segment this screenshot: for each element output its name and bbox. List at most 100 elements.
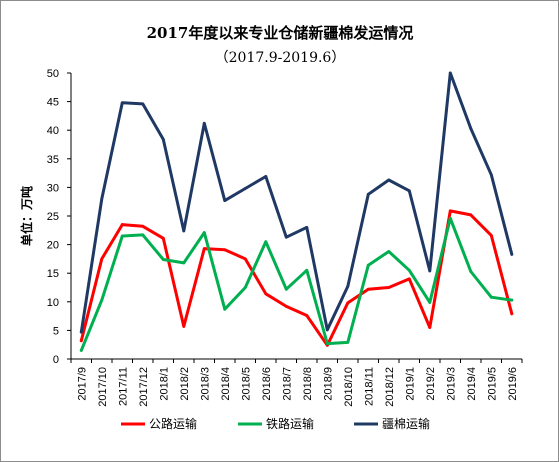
series-2-point <box>284 235 288 239</box>
series-line-1 <box>79 216 514 352</box>
series-1-point <box>161 258 165 261</box>
series-0-point <box>346 301 350 305</box>
x-tick-label: 2017/10 <box>97 367 109 407</box>
series-0-point <box>305 314 309 317</box>
x-tick-label: 2019/1 <box>404 367 416 401</box>
series-0-point <box>79 339 83 343</box>
series-2-point <box>407 189 411 193</box>
y-tick-label: 25 <box>47 211 59 223</box>
y-tick-label: 50 <box>47 68 59 80</box>
series-2-point <box>202 121 206 125</box>
series-2-point <box>510 252 514 256</box>
series-2-point <box>141 102 145 106</box>
series-1-point <box>407 268 411 272</box>
x-tick-label: 2018/10 <box>343 367 355 407</box>
legend: 公路运输 铁路运输 疆棉运输 <box>121 416 430 431</box>
y-tick-label: 45 <box>47 97 59 109</box>
y-tick-label: 35 <box>47 154 59 166</box>
series-2-point <box>305 226 309 229</box>
series-1-point <box>223 307 227 311</box>
x-tick-label: 2018/11 <box>363 367 375 406</box>
chart-title: 2017年度以来专业仓储新疆棉发运情况 <box>147 24 414 42</box>
axes <box>70 73 522 360</box>
series-1-point <box>428 300 432 304</box>
x-tick-label: 2018/1 <box>158 367 170 401</box>
series-1-point <box>182 261 186 265</box>
series-2-point <box>489 173 493 177</box>
series-lines <box>79 71 514 352</box>
x-tick-label: 2019/3 <box>445 367 457 401</box>
series-2-point <box>243 187 247 190</box>
series-1-point <box>284 287 288 291</box>
series-1-point <box>346 341 350 344</box>
series-2-point <box>100 197 104 201</box>
series-1-point <box>243 286 247 289</box>
series-1-point <box>366 263 370 267</box>
series-2-point <box>325 328 329 332</box>
x-tick-label: 2018/4 <box>220 367 232 401</box>
y-tick-label: 30 <box>47 182 59 194</box>
x-tick-label: 2019/5 <box>486 367 498 401</box>
y-tick-label: 10 <box>47 297 59 309</box>
x-tick-label: 2017/9 <box>76 367 88 401</box>
series-1-point <box>79 349 83 352</box>
x-tick-label: 2018/6 <box>261 367 273 401</box>
series-2-point <box>264 175 268 178</box>
series-1-point <box>305 268 309 272</box>
series-1-point <box>489 295 493 299</box>
series-1-point <box>387 250 391 253</box>
y-tick-label: 5 <box>53 325 59 337</box>
x-tick-label: 2017/12 <box>138 367 150 407</box>
legend-label-0: 公路运输 <box>149 416 197 431</box>
series-0-point <box>202 247 206 251</box>
series-1-point <box>264 240 268 244</box>
x-tick-label: 2017/11 <box>117 367 129 406</box>
series-0-point <box>161 236 165 240</box>
legend-label-2: 疆棉运输 <box>382 416 430 431</box>
x-tick-label: 2019/2 <box>425 367 437 401</box>
series-0-point <box>510 312 514 316</box>
series-0-point <box>469 213 473 217</box>
series-1-point <box>448 216 452 220</box>
series-2-point <box>469 127 473 130</box>
series-line-0 <box>79 209 514 347</box>
x-tick-label: 2018/3 <box>199 367 211 401</box>
series-1-point <box>469 270 473 273</box>
x-tick-label: 2019/4 <box>466 367 478 401</box>
x-tick-label: 2019/6 <box>507 367 519 401</box>
series-0-point <box>182 324 186 328</box>
series-1-point <box>510 298 514 302</box>
series-1-point <box>325 342 329 345</box>
series-0-point <box>100 257 104 261</box>
series-1-point <box>100 298 104 302</box>
y-tick-label: 15 <box>47 268 59 280</box>
series-0-point <box>223 248 227 252</box>
legend-label-1: 铁路运输 <box>266 416 314 431</box>
y-axis-label-group: 单位：万吨 <box>19 186 34 246</box>
series-1-point <box>202 231 206 234</box>
series-0-point <box>428 326 432 329</box>
series-0-point <box>284 304 288 308</box>
series-1-point <box>141 233 145 237</box>
series-0-point <box>141 224 145 228</box>
x-tick-label: 2018/5 <box>240 367 252 401</box>
series-0-point <box>448 209 452 213</box>
series-2-point <box>79 330 83 334</box>
series-1-point <box>120 234 124 238</box>
series-2-point <box>448 71 452 75</box>
x-tick-label: 2018/7 <box>281 367 293 401</box>
series-0-point <box>366 287 370 291</box>
series-0-point <box>264 292 268 296</box>
x-tick-label: 2018/8 <box>302 367 314 401</box>
series-2-point <box>366 192 370 196</box>
series-0-point <box>243 257 247 261</box>
x-axis-ticks: 2017/9 2017/10 2017/11 2017/12 2018/1 2018/2 2… <box>70 359 523 407</box>
series-2-point <box>428 269 432 273</box>
y-tick-label: 20 <box>47 240 59 252</box>
series-2-point <box>182 229 186 233</box>
y-tick-label: 0 <box>53 354 59 366</box>
x-tick-label: 2018/12 <box>384 367 396 407</box>
series-0-point <box>407 277 411 281</box>
